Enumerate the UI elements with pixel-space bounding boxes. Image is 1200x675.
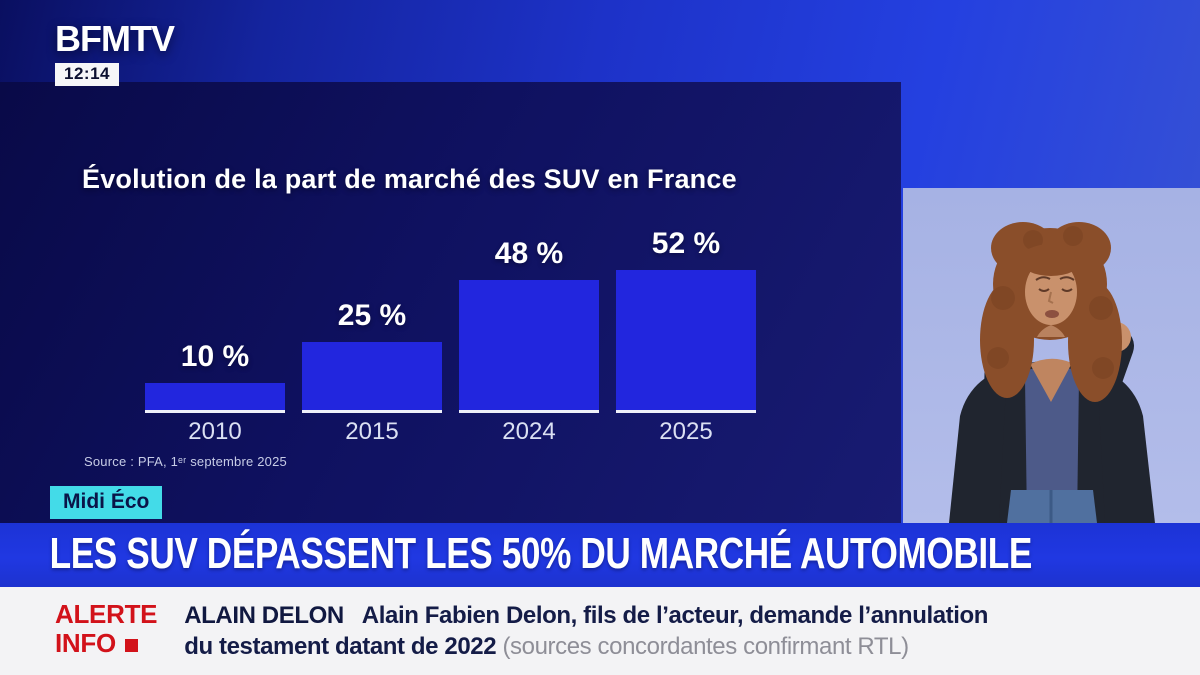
- channel-brand: BFMTV 12:14: [55, 18, 175, 86]
- headline-text: LES SUV DÉPASSENT LES 50% DU MARCHÉ AUTO…: [49, 529, 1033, 578]
- bar-value-label: 25 %: [337, 299, 407, 332]
- ticker-topic: ALAIN DELON: [184, 602, 344, 629]
- bar-group: 52 % 2025: [616, 227, 756, 446]
- chart-panel: Évolution de la part de marché des SUV e…: [0, 82, 901, 523]
- bar-group: 48 % 2024: [459, 237, 599, 446]
- news-ticker: ALERTE INFO ALAIN DELON Alain Fabien Delo…: [0, 587, 1200, 675]
- alert-badge: ALERTE INFO: [55, 599, 158, 675]
- bar-value-label: 48 %: [494, 237, 564, 270]
- bar-baseline: [302, 410, 442, 413]
- program-badge: Midi Éco: [50, 486, 163, 519]
- bar-year-label: 2015: [345, 418, 399, 445]
- chart-source: Source : PFA, 1ᵉʳ septembre 2025: [84, 454, 287, 469]
- headline-banner: LES SUV DÉPASSENT LES 50% DU MARCHÉ AUTO…: [0, 523, 1200, 587]
- alert-word-2: INFO: [55, 629, 157, 658]
- bar-year-label: 2010: [188, 418, 242, 445]
- ticker-text: ALAIN DELON Alain Fabien Delon, fils de l…: [184, 600, 988, 675]
- sign-language-interpreter: [903, 188, 1200, 523]
- interpreter-panel: [903, 188, 1200, 523]
- ticker-line-1: ALAIN DELON Alain Fabien Delon, fils de l…: [184, 600, 988, 631]
- bar: [616, 270, 756, 410]
- bar: [302, 342, 442, 410]
- ticker-body-2: du testament datant de 2022: [184, 633, 497, 660]
- bar-baseline: [459, 410, 599, 413]
- bar: [459, 280, 599, 410]
- chart-title: Évolution de la part de marché des SUV e…: [82, 164, 737, 194]
- bar-year-label: 2025: [659, 418, 713, 445]
- bar-group: 25 % 2015: [302, 299, 442, 446]
- bar-value-label: 52 %: [651, 227, 721, 260]
- ticker-body-1: Alain Fabien Delon, fils de l’acteur, de…: [361, 602, 989, 629]
- ticker-line-2: du testament datant de 2022 (sources con…: [184, 631, 988, 662]
- bar-year-label: 2024: [502, 418, 556, 445]
- bar-group: 10 % 2010: [145, 340, 285, 446]
- clock: 12:14: [55, 63, 119, 86]
- bar-value-label: 10 %: [180, 340, 250, 373]
- bar: [145, 383, 285, 410]
- ticker-body-2-sources: (sources concordantes confirmant RTL): [502, 633, 909, 660]
- alert-word-1: ALERTE: [55, 599, 158, 629]
- alert-square-icon: [124, 639, 138, 652]
- bar-baseline: [145, 410, 285, 413]
- bfmtv-logo: BFMTV: [55, 18, 175, 59]
- bar-chart: 10 % 2010 25 % 2015 48 % 2024 52 % 2025: [145, 212, 756, 446]
- bar-baseline: [616, 410, 756, 413]
